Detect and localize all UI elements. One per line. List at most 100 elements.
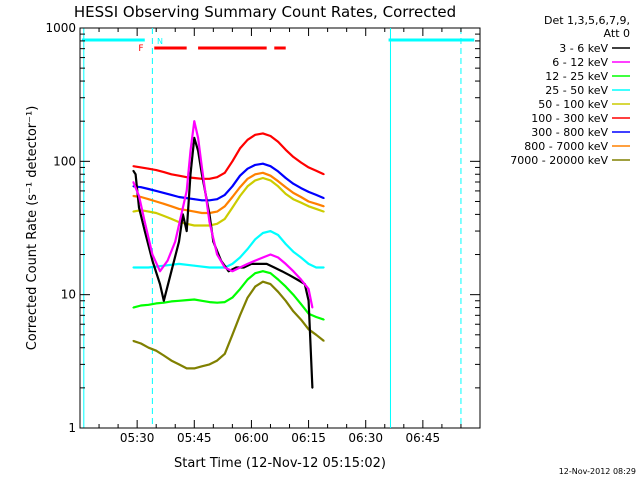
- series-point: [143, 230, 146, 232]
- series-point: [223, 266, 226, 269]
- series-point: [254, 164, 257, 166]
- series-point: [315, 316, 318, 318]
- y-tick-label: 1: [68, 421, 76, 435]
- series-point: [246, 167, 249, 170]
- series-point: [307, 166, 310, 169]
- series-point: [269, 179, 272, 182]
- series-point: [193, 264, 196, 267]
- series-point: [284, 263, 287, 265]
- series-point: [197, 136, 199, 139]
- series-point: [147, 210, 150, 213]
- legend-label: 50 - 100 keV: [538, 98, 608, 111]
- series-point: [269, 135, 272, 137]
- series-point: [201, 299, 203, 302]
- series-point: [223, 171, 226, 174]
- series-point: [155, 200, 158, 203]
- series-point: [193, 177, 196, 179]
- series-point: [322, 173, 325, 176]
- series-point: [239, 147, 241, 150]
- series-line-50-100keV: [133, 176, 325, 227]
- series-point: [239, 174, 241, 177]
- series-point: [138, 206, 140, 209]
- series-point: [239, 266, 241, 269]
- x-tick-label: 06:15: [291, 431, 326, 445]
- series-point: [261, 177, 264, 179]
- series-point: [246, 278, 249, 281]
- series-point: [147, 198, 150, 201]
- series-point: [208, 199, 211, 202]
- series-point: [170, 205, 173, 208]
- series-point: [296, 278, 299, 281]
- series-point: [155, 212, 158, 214]
- series-point: [140, 166, 142, 169]
- plot-frame: [79, 27, 481, 429]
- series-point: [277, 256, 279, 259]
- series-point: [300, 256, 302, 259]
- series-point: [138, 195, 140, 197]
- series-line-800-7000keV: [133, 171, 325, 215]
- series-point: [178, 196, 180, 198]
- series-point: [223, 352, 226, 355]
- series-line-7000-20000keV: [132, 280, 325, 370]
- series-point: [162, 171, 165, 174]
- series-point: [246, 185, 249, 188]
- series-point: [140, 304, 142, 307]
- series-point: [162, 214, 165, 217]
- series-point: [132, 306, 135, 309]
- series-point: [181, 206, 184, 209]
- series-point: [162, 354, 165, 357]
- series-point: [208, 177, 211, 180]
- footer-date: 12-Nov-2012 08:29: [559, 467, 636, 476]
- series-point: [322, 266, 325, 269]
- series-point: [300, 201, 302, 204]
- series-point: [231, 196, 234, 198]
- series-point: [147, 266, 150, 269]
- series-point: [284, 148, 287, 151]
- series-point: [201, 166, 203, 169]
- series-line-300-800keV: [133, 162, 325, 202]
- series-point: [216, 176, 219, 179]
- series-point: [185, 299, 188, 302]
- series-point: [193, 367, 196, 370]
- series-point: [254, 272, 257, 275]
- series-point: [239, 195, 241, 197]
- series-point: [132, 169, 135, 172]
- series-point: [261, 256, 264, 259]
- series-point: [246, 138, 249, 141]
- series-point: [178, 363, 180, 366]
- series-point: [273, 266, 276, 269]
- series-point: [315, 169, 318, 172]
- series-point: [292, 191, 295, 194]
- series-point: [140, 342, 142, 345]
- series-point: [254, 259, 257, 262]
- series-point: [170, 218, 173, 220]
- series-point: [201, 199, 203, 202]
- series-point: [254, 179, 257, 182]
- x-axis-ticks: 05:30 05:45 06:00 06:15 06:30 06:45: [98, 28, 462, 445]
- series-point: [261, 270, 264, 273]
- series-point: [155, 190, 158, 192]
- x-axis-label: Start Time (12-Nov-12 05:15:02): [174, 456, 386, 471]
- series-point: [254, 173, 257, 176]
- legend-header-line-2: Att 0: [604, 27, 630, 40]
- series-point: [284, 186, 287, 189]
- series-point: [223, 218, 226, 220]
- legend-label: 6 - 12 keV: [552, 56, 608, 69]
- series-point: [170, 270, 173, 273]
- series-point: [292, 270, 295, 273]
- series-point: [162, 299, 165, 302]
- legend-header-line-1: Det 1,3,5,6,7,9,: [544, 14, 630, 27]
- night-flag-label: N: [157, 37, 163, 46]
- series-point: [315, 202, 318, 205]
- series-point: [281, 270, 283, 273]
- series-point: [261, 232, 264, 234]
- series-point: [143, 221, 146, 224]
- series-point: [258, 263, 260, 265]
- series-point: [155, 302, 158, 305]
- series-point: [134, 173, 137, 176]
- series-point: [239, 186, 241, 189]
- series-point: [159, 283, 161, 286]
- series-point: [269, 253, 272, 256]
- x-tick-label: 05:30: [120, 431, 155, 445]
